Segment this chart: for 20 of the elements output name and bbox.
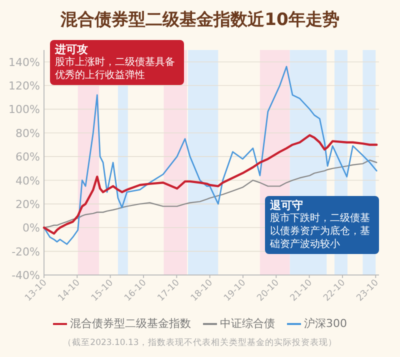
- y-tick-label: 40%: [16, 174, 40, 188]
- y-tick-label: 80%: [16, 126, 40, 140]
- annotation: 进可攻: [55, 43, 89, 56]
- legend-label: 混合债券型二级基金指数: [69, 317, 191, 330]
- annotation: 股市下跌时，二级债基以债券资产为底仓，基础资产波动较小: [270, 213, 370, 250]
- y-tick-label: -40%: [12, 269, 40, 282]
- y-tick-label: 20%: [16, 198, 40, 211]
- chart-title: 混合债券型二级基金指数近10年走势: [60, 9, 340, 31]
- y-tick-label: 100%: [8, 103, 40, 116]
- y-tick-label: 60%: [16, 150, 40, 164]
- y-tick-label: 120%: [8, 80, 40, 93]
- line-series: [42, 134, 378, 235]
- legend-label: 中证综合债: [219, 317, 275, 330]
- legend-label: 沪深300: [303, 317, 347, 330]
- y-tick-label: 140%: [8, 56, 40, 69]
- y-tick-label: -20%: [12, 245, 40, 258]
- annotation: 股市上涨时，二级债基具备优秀的上行收益弹性: [55, 57, 175, 81]
- y-tick-label: 0%: [22, 222, 40, 235]
- annotation: 退可守: [270, 199, 304, 212]
- text: （截至2023.10.13，指数表现不代表相关类型基金的实际投资表现）: [62, 337, 338, 349]
